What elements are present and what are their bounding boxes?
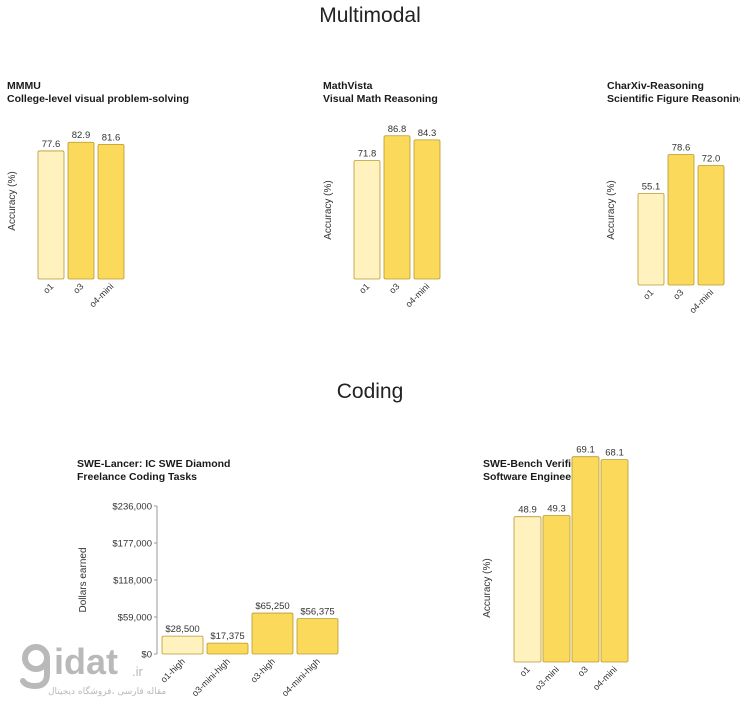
svg-text:.ir: .ir	[132, 664, 144, 679]
y-axis-label: Accuracy (%)	[323, 180, 334, 239]
chart-subtitle: Scientific Figure Reasoning	[607, 93, 740, 105]
bar-o3	[383, 135, 411, 280]
data-label: 49.3	[547, 504, 566, 515]
data-label: 71.8	[358, 149, 377, 160]
chart-title-mathvista: MathVista Visual Math Reasoning	[323, 80, 438, 106]
bar-o3-mini-high	[206, 642, 249, 655]
data-label: 81.6	[102, 132, 121, 143]
bar-o3-mini	[542, 515, 571, 663]
data-label: 82.9	[72, 130, 91, 141]
chart-subtitle: Software Engineering	[483, 471, 591, 483]
data-label: 78.6	[672, 143, 691, 154]
bar-o3-high	[251, 612, 294, 655]
chart-title: MMMU	[7, 80, 41, 92]
chart-title: SWE-Bench Verified	[483, 458, 584, 470]
bar-o1-high	[161, 635, 204, 655]
x-tick-label: o4-mini	[403, 281, 431, 309]
data-label: $28,500	[165, 624, 199, 635]
data-label: 72.0	[702, 153, 721, 164]
chart-subtitle: Freelance Coding Tasks	[77, 471, 198, 483]
y-tick-label: $59,000	[118, 613, 152, 624]
svg-text:idat: idat	[54, 641, 118, 682]
data-label: 68.1	[605, 448, 624, 459]
chart-title: CharXiv-Reasoning	[607, 80, 704, 92]
chart-title: MathVista	[323, 80, 373, 92]
bar-o4-mini	[97, 143, 125, 280]
x-tick-label: o3	[387, 281, 401, 295]
gidat-logo-icon: idat .ir	[20, 641, 144, 690]
bar-o1	[37, 150, 65, 280]
x-tick-label: o3-mini-high	[190, 656, 232, 698]
x-tick-label: o3	[671, 287, 685, 301]
bar-o4-mini	[697, 165, 725, 286]
chart-title-mmmu: MMMU College-level visual problem-solvin…	[7, 80, 189, 106]
data-label: 55.1	[642, 182, 661, 193]
x-tick-label: o4-mini	[87, 281, 115, 309]
y-tick-label: $118,000	[113, 576, 152, 587]
chart-title-charxiv: CharXiv-Reasoning Scientific Figure Reas…	[607, 80, 740, 106]
data-label: 84.3	[418, 128, 437, 139]
watermark-logo: idat .ir	[14, 636, 174, 700]
chart-subtitle: Visual Math Reasoning	[323, 93, 438, 105]
bar-o1	[353, 160, 381, 280]
data-label: $56,375	[300, 607, 334, 618]
bar-o4-mini-high	[296, 618, 339, 655]
x-tick-label: o4-mini	[687, 287, 715, 315]
x-tick-label: o1	[641, 287, 655, 301]
x-tick-label: o4-mini-high	[280, 656, 322, 698]
bar-o3	[571, 456, 600, 663]
chart-title: SWE-Lancer: IC SWE Diamond	[77, 458, 231, 470]
y-axis-label: Accuracy (%)	[482, 558, 493, 617]
x-tick-label: o3	[576, 664, 590, 678]
bar-o3	[667, 154, 695, 286]
section-title-coding: Coding	[336, 380, 404, 403]
y-tick-label: $177,000	[112, 539, 152, 550]
data-label: 77.6	[42, 139, 61, 150]
data-label: 86.8	[388, 124, 407, 135]
y-tick-label: $236,000	[112, 502, 152, 513]
chart-title-swe-lancer: SWE-Lancer: IC SWE Diamond Freelance Cod…	[77, 458, 230, 484]
bar-o1	[513, 516, 542, 663]
bar-o4-mini	[600, 459, 629, 663]
y-axis-label: Accuracy (%)	[606, 180, 617, 239]
data-label: 48.9	[518, 505, 537, 516]
x-tick-label: o3-high	[249, 656, 277, 684]
chart-subtitle: College-level visual problem-solving	[7, 93, 190, 105]
bar-o1	[637, 193, 665, 286]
x-tick-label: o1	[41, 281, 55, 295]
x-tick-label: o1	[518, 664, 532, 678]
section-title-multimodal: Multimodal	[319, 4, 421, 27]
bar-o3	[67, 141, 95, 280]
chart-title-swe-bench: SWE-Bench Verified Software Engineering	[483, 458, 591, 484]
y-axis-label: Dollars earned	[78, 547, 89, 612]
data-label: 69.1	[576, 445, 595, 456]
data-label: $17,375	[210, 631, 244, 642]
x-tick-label: o3	[71, 281, 85, 295]
y-tick-label: $0	[141, 650, 152, 661]
watermark-tagline: مقاله فارسی ،فروشگاه دیجیتال	[48, 685, 166, 697]
bar-o4-mini	[413, 139, 441, 280]
x-tick-label: o3-mini	[533, 664, 561, 692]
data-label: $65,250	[255, 601, 289, 612]
y-axis-label: Accuracy (%)	[7, 171, 18, 230]
x-tick-label: o4-mini	[591, 664, 619, 692]
x-tick-label: o1	[357, 281, 371, 295]
